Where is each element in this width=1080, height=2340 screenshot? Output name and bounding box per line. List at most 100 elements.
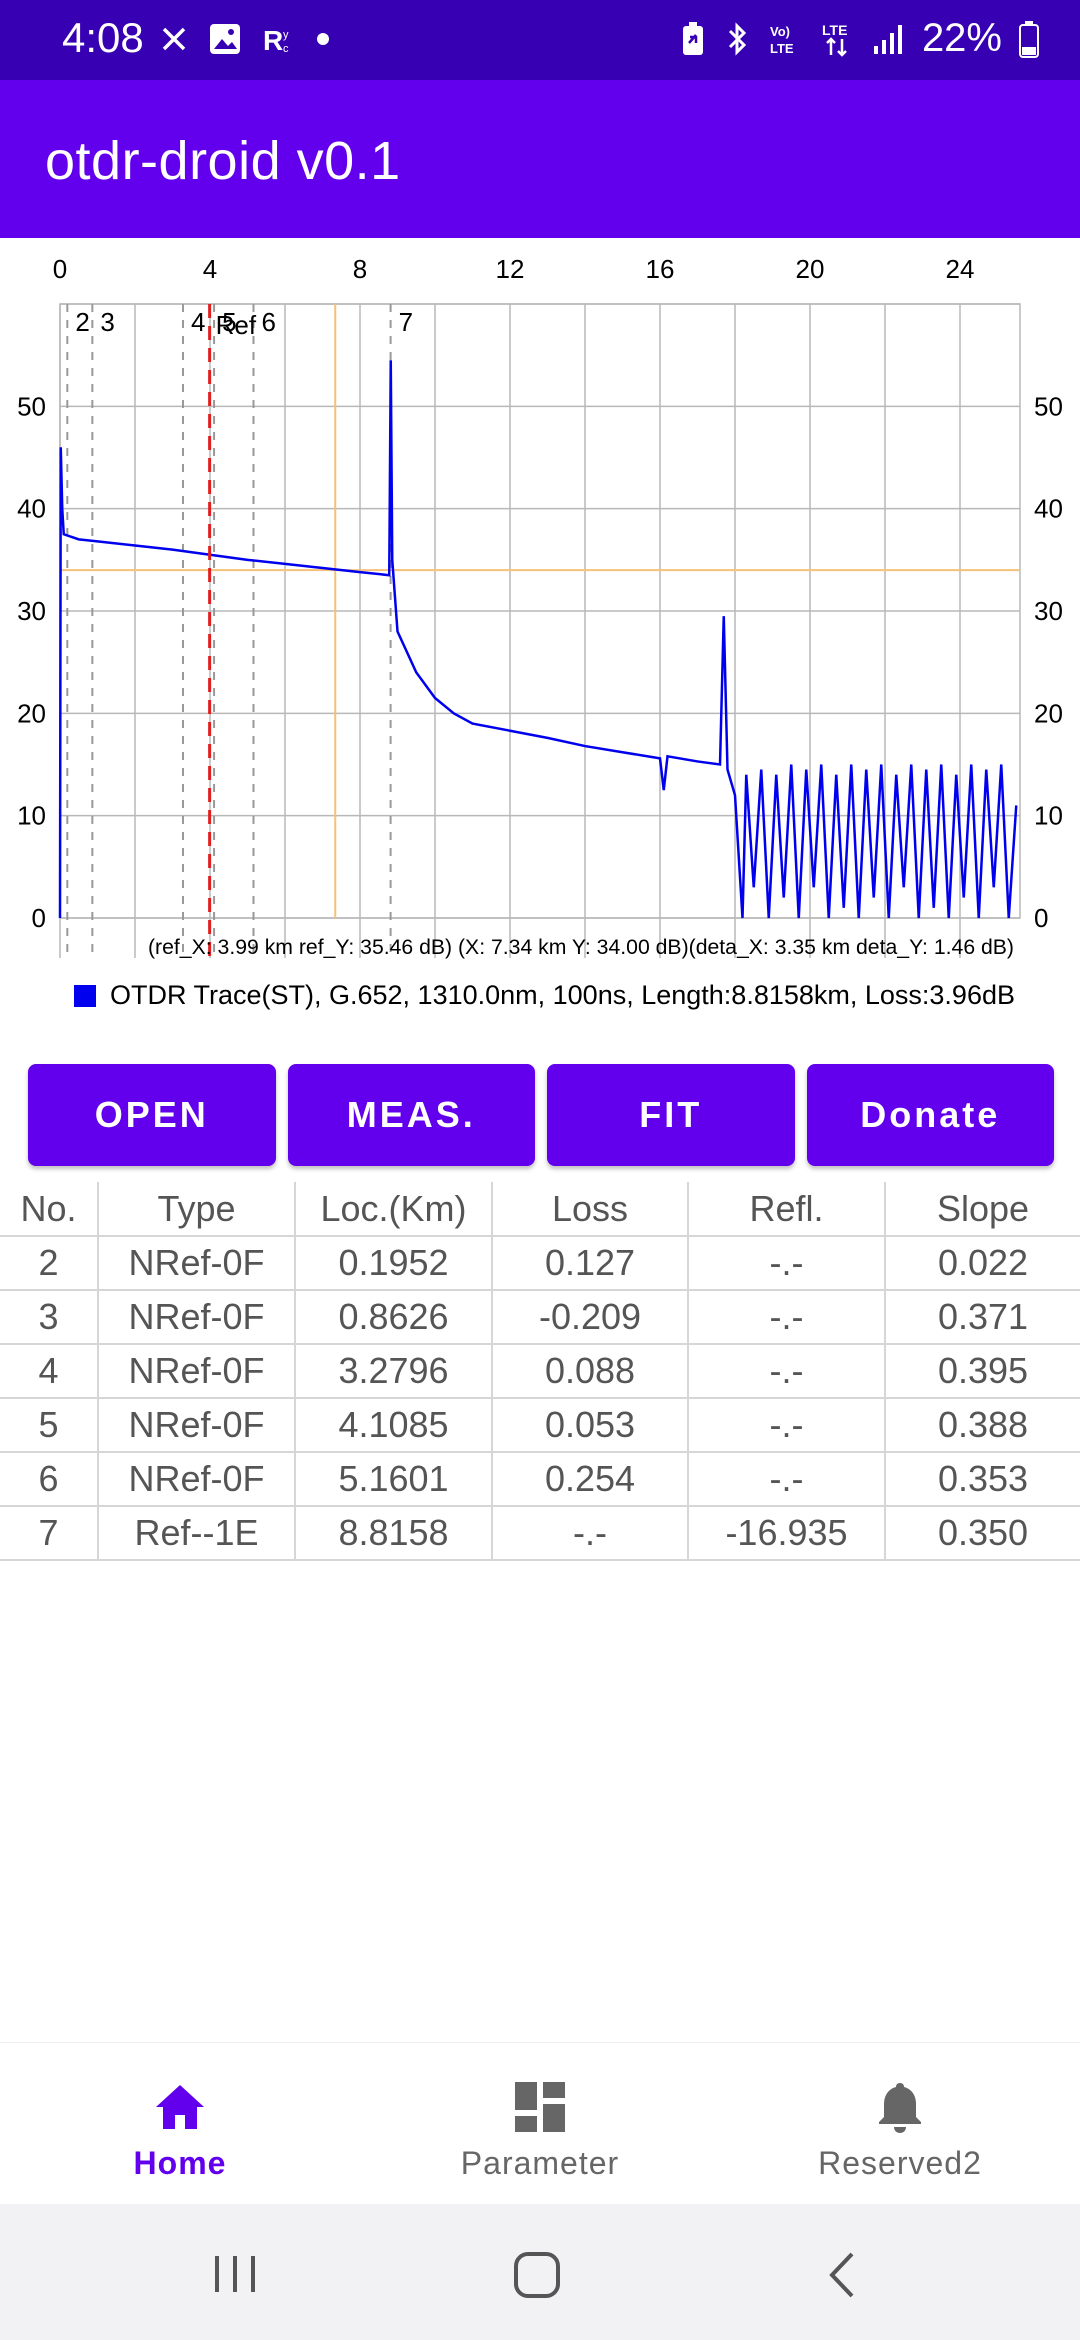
x-tick-label: 24 bbox=[946, 254, 975, 284]
cell-reflectance: -.- bbox=[688, 1452, 886, 1507]
y-tick-label-left: 20 bbox=[17, 698, 46, 728]
cell-loss: 0.127 bbox=[492, 1236, 689, 1291]
nav-item-reserved2[interactable]: Reserved2 bbox=[720, 2043, 1080, 2205]
event-marker-label: 5 bbox=[222, 307, 236, 337]
cell-no: 2 bbox=[0, 1236, 99, 1291]
legend-text: OTDR Trace(ST), G.652, 1310.0nm, 100ns, … bbox=[110, 980, 1015, 1010]
cell-no: 7 bbox=[0, 1506, 99, 1561]
cell-type: NRef-0F bbox=[98, 1344, 296, 1399]
bottom-navigation: Home Parameter Reserved2 bbox=[0, 2042, 1080, 2204]
recents-icon[interactable] bbox=[212, 2252, 258, 2296]
cell-slope: 0.022 bbox=[885, 1236, 1080, 1291]
y-tick-label-right: 10 bbox=[1034, 801, 1063, 831]
trace-line bbox=[58, 360, 1018, 919]
nav-label-home: Home bbox=[133, 2145, 227, 2181]
y-tick-label-left: 30 bbox=[17, 596, 46, 626]
svg-text:LTE: LTE bbox=[822, 22, 847, 38]
battery-icon bbox=[1019, 20, 1039, 58]
header-location: Loc.(Km) bbox=[295, 1182, 493, 1237]
header-slope: Slope bbox=[885, 1182, 1080, 1237]
table-row[interactable]: 4 NRef-0F 3.2796 0.088 -.- 0.395 bbox=[0, 1344, 1080, 1399]
x-tick-label: 20 bbox=[796, 254, 825, 284]
battery-saver-icon bbox=[682, 21, 703, 55]
signal-icon bbox=[873, 24, 902, 54]
table-row[interactable]: 5 NRef-0F 4.1085 0.053 -.- 0.388 bbox=[0, 1398, 1080, 1453]
svg-text:LTE: LTE bbox=[770, 41, 794, 56]
cell-loss: -.- bbox=[492, 1506, 689, 1561]
cell-location: 4.1085 bbox=[295, 1398, 493, 1453]
svg-text:c: c bbox=[283, 43, 289, 55]
table-row[interactable]: 3 NRef-0F 0.8626 -0.209 -.- 0.371 bbox=[0, 1290, 1080, 1345]
cell-reflectance: -.- bbox=[688, 1290, 886, 1345]
cell-no: 4 bbox=[0, 1344, 99, 1399]
header-reflectance: Refl. bbox=[688, 1182, 886, 1237]
table-row[interactable]: 2 NRef-0F 0.1952 0.127 -.- 0.022 bbox=[0, 1236, 1080, 1291]
donate-button[interactable]: Donate bbox=[806, 1064, 1054, 1166]
cell-reflectance: -.- bbox=[688, 1344, 886, 1399]
dot-icon bbox=[317, 33, 329, 45]
event-marker-label: 2 bbox=[75, 307, 89, 337]
header-no: No. bbox=[0, 1182, 99, 1237]
x-tick-label: 12 bbox=[496, 254, 525, 284]
ref-marker-label: Ref bbox=[216, 310, 257, 340]
nav-item-home[interactable]: Home bbox=[0, 2043, 360, 2205]
cell-loss: 0.254 bbox=[492, 1452, 689, 1507]
cell-no: 3 bbox=[0, 1290, 99, 1345]
cell-slope: 0.371 bbox=[885, 1290, 1080, 1345]
status-time: 4:08 bbox=[62, 14, 144, 61]
cell-loss: 0.088 bbox=[492, 1344, 689, 1399]
cell-slope: 0.350 bbox=[885, 1506, 1080, 1561]
y-tick-label-left: 40 bbox=[17, 494, 46, 524]
cell-slope: 0.388 bbox=[885, 1398, 1080, 1453]
volte-icon: Vo) LTE bbox=[770, 24, 794, 56]
header-type: Type bbox=[98, 1182, 296, 1237]
action-buttons: OPEN MEAS. FIT Donate bbox=[28, 1064, 1054, 1166]
otdr-chart-svg[interactable]: 0 4 8 12 16 20 24 0 0 10 10 20 20 30 30 40 40 50 50 2 3 4 5 6 7 R… bbox=[0, 238, 1080, 988]
event-marker-label: 6 bbox=[262, 307, 276, 337]
legend-swatch bbox=[74, 984, 96, 1007]
y-tick-label-right: 50 bbox=[1034, 391, 1063, 421]
cell-type: NRef-0F bbox=[98, 1452, 296, 1507]
dashboard-icon bbox=[515, 2082, 565, 2132]
open-button[interactable]: OPEN bbox=[28, 1064, 276, 1166]
cell-location: 0.8626 bbox=[295, 1290, 493, 1345]
home-button-icon[interactable] bbox=[512, 2250, 562, 2300]
cell-no: 6 bbox=[0, 1452, 99, 1507]
image-icon bbox=[210, 24, 240, 54]
y-tick-label-right: 0 bbox=[1034, 903, 1048, 933]
cell-loss: 0.053 bbox=[492, 1398, 689, 1453]
cell-reflectance: -.- bbox=[688, 1236, 886, 1291]
svg-text:R: R bbox=[263, 25, 283, 56]
x-tick-label: 8 bbox=[353, 254, 367, 284]
home-icon bbox=[156, 2085, 204, 2129]
y-tick-label-right: 40 bbox=[1034, 494, 1063, 524]
cell-loss: -0.209 bbox=[492, 1290, 689, 1345]
fit-button[interactable]: FIT bbox=[547, 1064, 795, 1166]
cell-reflectance: -16.935 bbox=[688, 1506, 886, 1561]
meas-button[interactable]: MEAS. bbox=[287, 1064, 535, 1166]
bluetooth-icon bbox=[728, 21, 747, 56]
cell-location: 0.1952 bbox=[295, 1236, 493, 1291]
cell-type: NRef-0F bbox=[98, 1236, 296, 1291]
system-navigation-bar bbox=[0, 2204, 1080, 2340]
nav-item-parameter[interactable]: Parameter bbox=[360, 2043, 720, 2205]
table-row[interactable]: 6 NRef-0F 5.1601 0.254 -.- 0.353 bbox=[0, 1452, 1080, 1507]
chart-legend: OTDR Trace(ST), G.652, 1310.0nm, 100ns, … bbox=[74, 980, 1015, 1011]
otdr-chart[interactable]: 0 4 8 12 16 20 24 0 0 10 10 20 20 30 30 40 40 50 50 2 3 4 5 6 7 R… bbox=[0, 238, 1080, 1020]
app-title: otdr-droid v0.1 bbox=[45, 131, 401, 191]
event-marker-label: 4 bbox=[191, 307, 205, 337]
nav-label-reserved2: Reserved2 bbox=[818, 2145, 982, 2181]
cell-slope: 0.395 bbox=[885, 1344, 1080, 1399]
cell-type: NRef-0F bbox=[98, 1398, 296, 1453]
cell-type: NRef-0F bbox=[98, 1290, 296, 1345]
cell-location: 8.8158 bbox=[295, 1506, 493, 1561]
back-icon[interactable] bbox=[822, 2250, 862, 2300]
cell-reflectance: -.- bbox=[688, 1398, 886, 1453]
bell-icon bbox=[879, 2083, 921, 2133]
nav-label-parameter: Parameter bbox=[460, 2145, 620, 2181]
battery-percent: 22% bbox=[921, 16, 1002, 60]
table-row[interactable]: 7 Ref--1E 8.8158 -.- -16.935 0.350 bbox=[0, 1506, 1080, 1561]
lte-icon: LTE bbox=[822, 22, 847, 57]
x-tick-label: 16 bbox=[646, 254, 675, 284]
